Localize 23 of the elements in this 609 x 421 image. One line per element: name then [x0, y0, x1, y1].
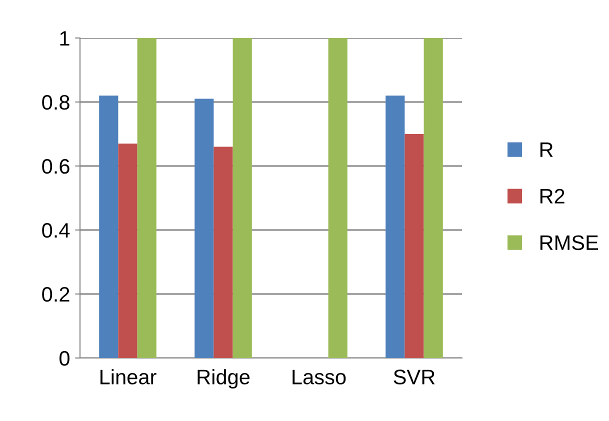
- legend-label: R: [540, 142, 553, 157]
- bar: [232, 38, 252, 358]
- legend-label: R2: [540, 188, 564, 204]
- y-tick-label: 1: [60, 31, 70, 46]
- bar: [99, 96, 118, 358]
- y-tick-label: 0.8: [42, 95, 70, 110]
- x-tick-label: SVR: [394, 370, 435, 384]
- y-tick-label: 0.6: [42, 159, 70, 174]
- bar: [328, 38, 348, 358]
- x-tick-label: Linear: [100, 369, 156, 384]
- bar: [386, 96, 405, 358]
- x-tick-label: Ridge: [198, 369, 250, 389]
- y-tick-label: 0: [60, 351, 70, 366]
- bar: [194, 98, 214, 358]
- bar: [214, 146, 233, 358]
- x-tick-label: Lasso: [292, 370, 346, 384]
- bar: [424, 38, 443, 358]
- y-tick-label: 0.4: [42, 223, 70, 238]
- bar: [137, 38, 156, 358]
- bar: [404, 134, 424, 358]
- y-tick-label: 0.2: [42, 287, 70, 302]
- bar: [118, 144, 138, 358]
- legend-label: RMSE: [540, 235, 598, 250]
